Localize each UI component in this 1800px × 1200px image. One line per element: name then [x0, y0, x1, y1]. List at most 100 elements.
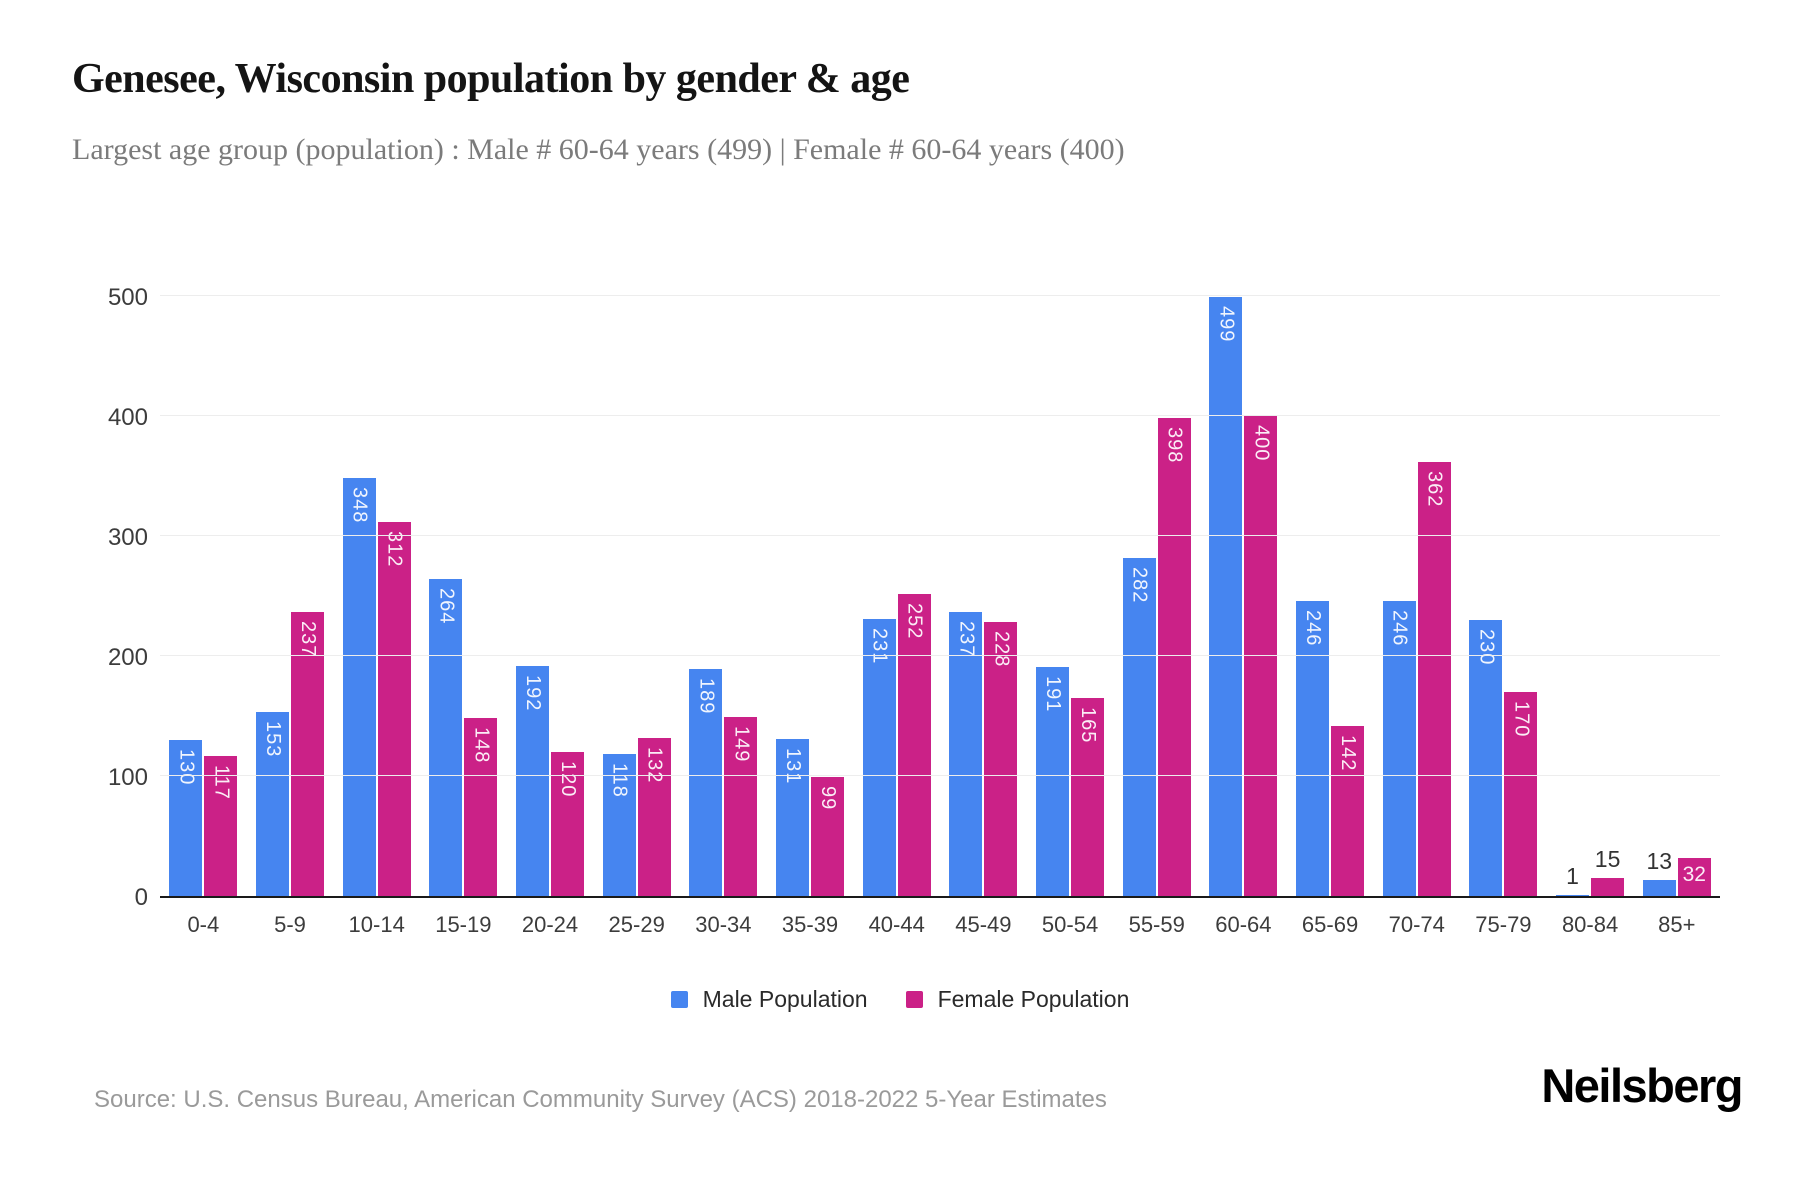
- bar-female-0-4[interactable]: 117: [204, 755, 238, 896]
- bar-male-55-59[interactable]: 282: [1122, 557, 1156, 896]
- bar-value-label: 118: [608, 763, 631, 799]
- x-tick-label-55-59: 55-59: [1128, 912, 1185, 937]
- bar-value-label: 246: [1302, 609, 1325, 647]
- bar-female-25-29[interactable]: 132: [637, 737, 671, 896]
- bar-value-label: 13: [1646, 848, 1673, 875]
- bar-group-60-64: 499 400: [1200, 297, 1287, 896]
- legend-label-female: Female Population: [937, 986, 1130, 1012]
- bar-male-35-39[interactable]: 131: [776, 738, 810, 896]
- bar-value-label: 228: [990, 631, 1013, 668]
- chart-title: Genesee, Wisconsin population by gender …: [72, 56, 910, 102]
- bar-female-85+[interactable]: 32: [1677, 857, 1711, 896]
- bar-group-15-19: 264 148: [420, 298, 507, 896]
- bar-female-15-19[interactable]: 148: [464, 718, 498, 896]
- bar-male-10-14[interactable]: 348: [342, 478, 376, 896]
- x-tick-label-80-84: 80-84: [1561, 912, 1619, 937]
- bar-group-85+: 13 32: [1633, 298, 1720, 896]
- x-tick-label-30-34: 30-34: [695, 912, 752, 937]
- bar-value-label: 499: [1215, 306, 1238, 343]
- x-tick-label-75-79: 75-79: [1475, 912, 1532, 937]
- bar-group-65-69: 246 142: [1287, 298, 1374, 896]
- bar-value-label: 170: [1510, 701, 1533, 738]
- bar-male-15-19[interactable]: 264: [429, 579, 463, 896]
- bar-value-label: 132: [643, 746, 666, 783]
- y-tick-label-100: 100: [107, 764, 148, 791]
- bar-value-label: 149: [730, 726, 753, 763]
- bar-value-label: 153: [262, 721, 284, 758]
- bar-male-0-4[interactable]: 130: [169, 740, 203, 896]
- bar-value-label: 264: [435, 588, 458, 625]
- x-tick-label-65-69: 65-69: [1301, 912, 1359, 937]
- bar-male-25-29[interactable]: 118: [602, 754, 636, 896]
- bar-male-50-54[interactable]: 191: [1036, 666, 1070, 896]
- bar-female-30-34[interactable]: 149: [724, 717, 758, 896]
- bar-value-label: 191: [1042, 675, 1065, 713]
- gridline-500: [160, 295, 1720, 296]
- bar-male-70-74[interactable]: 246: [1382, 600, 1416, 896]
- bar-female-20-24[interactable]: 120: [551, 752, 585, 896]
- bar-female-65-69[interactable]: 142: [1331, 725, 1365, 896]
- x-tick-label-45-49: 45-49: [955, 912, 1012, 937]
- y-tick-label-400: 400: [107, 404, 148, 431]
- bar-female-75-79[interactable]: 170: [1504, 692, 1538, 896]
- legend-item-male[interactable]: Male Population: [670, 986, 868, 1013]
- bar-female-40-44[interactable]: 252: [897, 593, 931, 896]
- bar-male-75-79[interactable]: 230: [1469, 620, 1503, 896]
- y-tick-label-500: 500: [107, 284, 148, 311]
- bar-value-label: 131: [782, 747, 805, 785]
- bar-value-label: 165: [1077, 707, 1100, 744]
- x-tick-label-25-29: 25-29: [608, 912, 665, 937]
- legend-swatch-male-icon: [670, 991, 688, 1008]
- x-tick-label-20-24: 20-24: [521, 912, 579, 937]
- gridline-100: [160, 775, 1720, 776]
- bar-male-85+[interactable]: 13: [1642, 848, 1676, 896]
- bar-value-label: 312: [383, 530, 406, 567]
- bar-group-75-79: 230 170: [1460, 298, 1547, 896]
- bar-female-45-49[interactable]: 228: [984, 622, 1018, 896]
- neilsberg-logo: Neilsberg: [1541, 1059, 1743, 1112]
- bar-female-5-9[interactable]: 237: [291, 611, 324, 896]
- x-tick-label-10-14: 10-14: [348, 912, 405, 937]
- bar-male-30-34[interactable]: 189: [689, 669, 723, 896]
- bar-value-label: 237: [955, 620, 978, 657]
- bar-male-45-49[interactable]: 237: [949, 611, 983, 896]
- legend-swatch-female-icon: [905, 991, 923, 1008]
- bar-female-60-64[interactable]: 400: [1244, 416, 1278, 896]
- x-axis-labels: 0-4 5-9 10-14 15-19 20-24 25-29 30-34 35-39 40-4…: [160, 912, 1720, 938]
- bar-female-10-14[interactable]: 312: [377, 521, 411, 896]
- bar-female-55-59[interactable]: 398: [1157, 418, 1191, 896]
- bar-male-65-69[interactable]: 246: [1296, 600, 1330, 896]
- y-tick-label-200: 200: [107, 644, 148, 671]
- bar-group-30-34: 189 149: [680, 298, 767, 896]
- bar-female-35-39[interactable]: 99: [811, 777, 845, 896]
- bar-value-label: 237: [297, 620, 319, 657]
- gridline-300: [160, 535, 1720, 536]
- plot-area: 130 117 153 237 348 312 264 148 192 120 118 132 189 1…: [160, 295, 1720, 898]
- legend-label-male: Male Population: [702, 986, 868, 1012]
- x-tick-label-50-54: 50-54: [1041, 912, 1099, 937]
- bar-male-20-24[interactable]: 192: [516, 665, 550, 896]
- bar-female-70-74[interactable]: 362: [1417, 461, 1451, 896]
- bar-male-60-64[interactable]: 499: [1209, 297, 1243, 896]
- source-text: Source: U.S. Census Bureau, American Com…: [94, 1086, 1107, 1113]
- y-tick-label-300: 300: [107, 524, 148, 551]
- x-tick-label-5-9: 5-9: [274, 912, 306, 937]
- bar-male-5-9[interactable]: 153: [256, 712, 289, 896]
- legend-item-female[interactable]: Female Population: [905, 986, 1130, 1013]
- bar-value-label: 189: [695, 678, 718, 715]
- bar-male-40-44[interactable]: 231: [862, 618, 896, 896]
- bar-value-label: 400: [1250, 425, 1273, 462]
- x-tick-label-35-39: 35-39: [781, 912, 839, 937]
- bar-value-label: 362: [1423, 470, 1446, 507]
- bar-male-80-84[interactable]: 1: [1556, 863, 1590, 896]
- bar-group-55-59: 282 398: [1113, 298, 1200, 896]
- bar-female-50-54[interactable]: 165: [1071, 698, 1105, 896]
- bar-group-50-54: 191 165: [1027, 298, 1114, 896]
- bar-value-label: 99: [817, 786, 840, 811]
- bar-value-label: 252: [903, 602, 926, 639]
- x-tick-label-40-44: 40-44: [868, 912, 925, 937]
- bar-female-80-84[interactable]: 15: [1591, 846, 1625, 896]
- bar-value-label: 398: [1163, 427, 1186, 464]
- bar-value-label: 32: [1682, 862, 1706, 886]
- gridline-200: [160, 655, 1720, 656]
